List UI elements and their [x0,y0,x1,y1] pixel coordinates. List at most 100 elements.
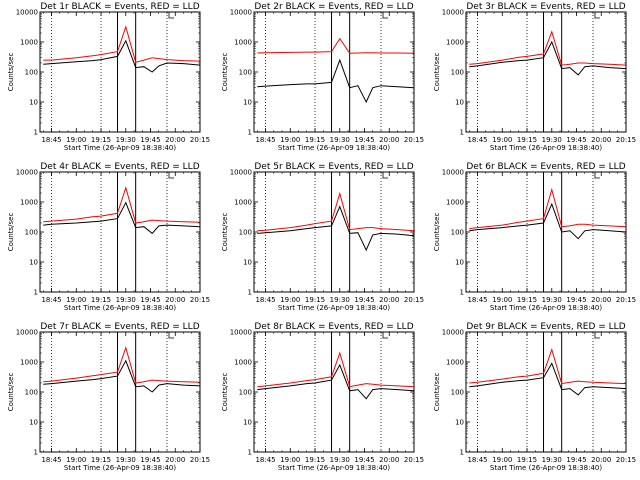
bracket-mark [595,12,600,18]
series-lld-line [43,27,200,63]
x-axis-label: Start Time (26-Apr-09 18:38:40) [64,464,176,472]
y-tick-label: 10000 [230,169,252,177]
y-tick-label: 1000 [234,359,252,367]
y-tick-label: 1000 [234,199,252,207]
x-axis-label: Start Time (26-Apr-09 18:38:40) [64,304,176,312]
y-axis-label: Counts/sec [221,213,229,252]
y-tick-label: 1000 [20,359,38,367]
y-axis-label: Counts/sec [7,213,15,252]
x-tick-label: 19:00 [280,456,300,464]
series-lld-line [257,39,414,54]
y-axis-label: Counts/sec [7,53,15,92]
x-tick-label: 19:00 [280,136,300,144]
y-tick-label: 1000 [446,199,464,207]
y-tick-label: 10 [29,99,38,107]
y-tick-label: 100 [239,69,252,77]
series-lld-line [469,350,626,384]
x-tick-label: 19:30 [542,456,562,464]
x-tick-label: 20:15 [404,136,424,144]
panel-title: Det 1r BLACK = Events, RED = LLD [40,2,199,12]
x-tick-label: 19:00 [66,456,86,464]
y-tick-label: 10000 [16,169,38,177]
y-tick-label: 1000 [20,39,38,47]
panel-det-2: Det 2r BLACK = Events, RED = LLD 1 10 100 10… [221,2,424,152]
x-tick-label: 20:00 [379,136,399,144]
panel-title: Det 3r BLACK = Events, RED = LLD [466,2,625,12]
x-tick-label: 19:15 [91,136,111,144]
y-tick-label: 1 [34,129,38,137]
series-events-line [469,363,626,395]
panel-title: Det 8r BLACK = Events, RED = LLD [254,322,413,332]
panel-det-8: Det 8r BLACK = Events, RED = LLD 1 10 100 10… [221,322,424,472]
x-tick-label: 19:45 [354,456,374,464]
x-tick-label: 20:15 [616,456,636,464]
bracket-mark [383,332,388,338]
x-tick-label: 19:15 [305,136,325,144]
x-tick-label: 20:15 [616,296,636,304]
panel-det-1: Det 1r BLACK = Events, RED = LLD 1 10 100 10… [7,2,210,152]
panel-title: Det 5r BLACK = Events, RED = LLD [254,162,413,172]
x-tick-label: 19:30 [330,296,350,304]
y-tick-label: 100 [451,389,464,397]
bracket-mark [383,12,388,18]
series-lld-line [43,188,200,223]
x-tick-label: 19:00 [492,296,512,304]
x-tick-label: 18:45 [467,296,487,304]
x-tick-label: 19:45 [140,136,160,144]
y-tick-label: 10000 [442,9,464,17]
x-tick-label: 20:00 [591,296,611,304]
series-events-line [469,42,626,75]
y-tick-label: 1 [248,129,252,137]
x-tick-label: 20:15 [190,136,210,144]
x-tick-label: 19:00 [492,136,512,144]
x-axis-label: Start Time (26-Apr-09 18:38:40) [490,144,602,152]
x-tick-label: 20:15 [404,296,424,304]
series-events-line [43,203,200,234]
x-axis-label: Start Time (26-Apr-09 18:38:40) [278,144,390,152]
y-tick-label: 10000 [230,9,252,17]
x-tick-label: 19:45 [140,456,160,464]
y-tick-label: 1000 [446,359,464,367]
x-tick-label: 19:30 [116,456,136,464]
x-tick-label: 19:00 [280,296,300,304]
bracket-mark [595,332,600,338]
x-tick-label: 20:00 [379,296,399,304]
x-tick-label: 19:45 [354,296,374,304]
x-tick-label: 19:15 [517,136,537,144]
y-tick-label: 10000 [442,169,464,177]
x-tick-label: 18:45 [255,456,275,464]
y-tick-label: 1 [34,449,38,457]
bracket-mark [169,172,174,178]
y-tick-label: 10 [29,419,38,427]
y-tick-label: 10000 [16,329,38,337]
panel-title: Det 4r BLACK = Events, RED = LLD [40,162,199,172]
y-tick-label: 10 [243,99,252,107]
x-tick-label: 18:45 [41,456,61,464]
panel-det-9: Det 9r BLACK = Events, RED = LLD11010010… [433,322,636,472]
x-axis-label: Start Time (26-Apr-09 18:38:40) [278,304,390,312]
y-axis-label: Counts/sec [433,213,441,252]
x-tick-label: 19:15 [305,296,325,304]
bracket-mark [169,12,174,18]
x-axis-label: Start Time (26-Apr-09 18:38:40) [278,464,390,472]
plot-frame [466,332,626,452]
y-tick-label: 1000 [446,39,464,47]
y-tick-label: 100 [451,69,464,77]
x-tick-label: 19:00 [66,296,86,304]
plot-frame [466,12,626,132]
x-tick-label: 18:45 [467,456,487,464]
y-tick-label: 10 [455,419,464,427]
bracket-mark [169,332,174,338]
series-events-line [43,41,200,72]
x-tick-label: 20:15 [404,456,424,464]
y-tick-label: 1 [460,289,464,297]
y-axis-label: Counts/sec [433,53,441,92]
y-axis-label: Counts/sec [221,373,229,412]
y-tick-label: 10000 [442,329,464,337]
x-tick-label: 19:15 [517,296,537,304]
panel-title: Det 7r BLACK = Events, RED = LLD [40,322,199,332]
x-tick-label: 20:00 [379,456,399,464]
y-tick-label: 10 [455,259,464,267]
bracket-mark [595,172,600,178]
